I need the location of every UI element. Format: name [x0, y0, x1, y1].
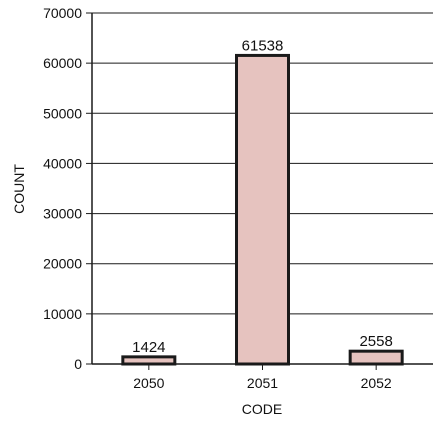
bars [121, 53, 404, 366]
y-axis-label: COUNT [11, 164, 27, 214]
x-tick-label-2050: 2050 [133, 375, 164, 391]
y-ticks: 0 10000 20000 30000 40000 50000 60000 70000 [43, 5, 92, 372]
bar-2051 [235, 53, 290, 366]
y-tick-label: 40000 [43, 155, 82, 171]
y-tick-label: 20000 [43, 256, 82, 272]
data-label-2050: 1424 [132, 339, 165, 356]
x-ticks: 2050 2051 2052 [133, 364, 392, 391]
y-tick-label: 30000 [43, 206, 82, 222]
y-tick-label: 50000 [43, 105, 82, 121]
y-tick-label: 10000 [43, 306, 82, 322]
x-axis-label: CODE [242, 401, 282, 417]
data-label-2052: 2558 [359, 333, 392, 350]
bar-2052 [348, 349, 404, 366]
x-tick-label-2052: 2052 [361, 375, 392, 391]
data-labels: 1424 61538 2558 [132, 37, 393, 355]
y-tick-label: 60000 [43, 55, 82, 71]
data-label-2051: 61538 [242, 37, 284, 54]
x-tick-label-2051: 2051 [247, 375, 278, 391]
bar-2050 [121, 355, 177, 366]
y-tick-label: 70000 [43, 5, 82, 21]
y-tick-label: 0 [74, 356, 82, 372]
